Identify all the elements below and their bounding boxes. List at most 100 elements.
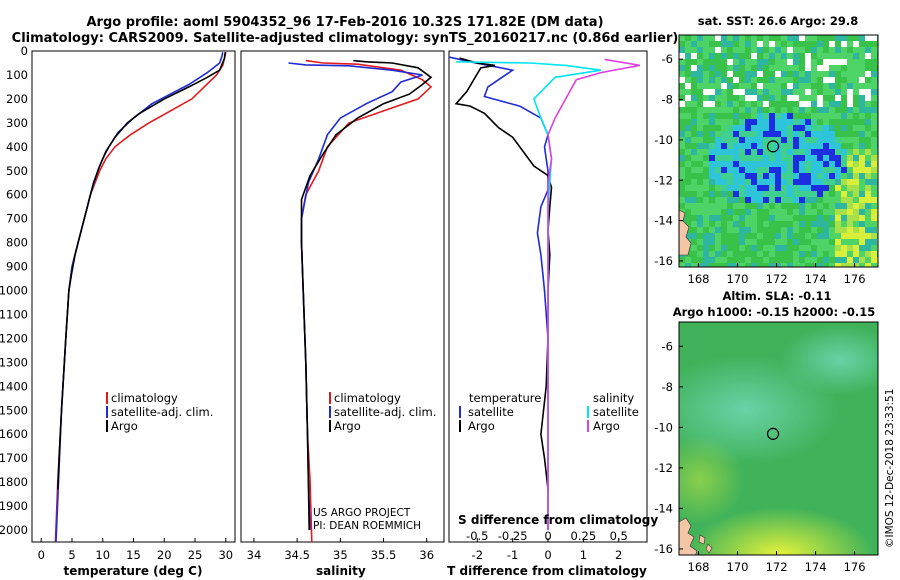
sst-cell [751, 155, 757, 161]
sst-cell [757, 179, 763, 185]
sst-cell [853, 47, 859, 53]
sst-cell [817, 167, 823, 173]
sst-cell [709, 143, 715, 149]
sst-cell [739, 251, 745, 257]
sst-cell [799, 185, 805, 191]
sst-cell [781, 161, 787, 167]
sst-cell [775, 53, 781, 59]
sst-cell [727, 173, 733, 179]
sst-cell [745, 65, 751, 71]
sst-cell [805, 71, 811, 77]
sst-cell [811, 149, 817, 155]
sst-cell [793, 185, 799, 191]
s-tick-label: 0.25 [571, 529, 597, 543]
sst-cell [859, 59, 865, 65]
sst-cell [703, 161, 709, 167]
sst-cell [859, 113, 865, 119]
sst-cell [799, 95, 805, 101]
sst-cell [721, 95, 727, 101]
sst-cell [859, 95, 865, 101]
sst-cell [745, 191, 751, 197]
sla-map-panel: Altim. SLA: -0.11 Argo h1000: -0.15 h200… [654, 289, 879, 574]
sst-cell [793, 95, 799, 101]
sst-cell [703, 131, 709, 137]
sst-cell [697, 71, 703, 77]
sst-cell [733, 137, 739, 143]
sst-cell [817, 161, 823, 167]
sst-cell [691, 209, 697, 215]
sst-cell [769, 173, 775, 179]
depth-tick-label: 1400 [0, 379, 28, 393]
sst-cell [823, 113, 829, 119]
sst-cell [811, 161, 817, 167]
figure-title-line1: Argo profile: aoml 5904352_96 17-Feb-201… [86, 15, 603, 30]
land-vanuatu [679, 209, 692, 256]
sst-cell [751, 233, 757, 239]
sst-cell [823, 155, 829, 161]
sst-cell [745, 221, 751, 227]
sst-cell [799, 65, 805, 71]
sst-cell [703, 65, 709, 71]
sst-cell [817, 155, 823, 161]
sst-cell [739, 257, 745, 263]
sst-cell [685, 191, 691, 197]
x-tick-label: -2 [472, 548, 483, 562]
sst-cell [841, 83, 847, 89]
sst-cell [697, 95, 703, 101]
sst-cell [733, 41, 739, 47]
sst-cell [757, 155, 763, 161]
sst-cell [823, 59, 829, 65]
sst-cell [703, 59, 709, 65]
sst-cell [811, 113, 817, 119]
sst-cell [679, 155, 685, 161]
sst-cell [739, 221, 745, 227]
sst-cell [757, 203, 763, 209]
sst-cell [829, 143, 835, 149]
sst-cell [691, 35, 697, 41]
sst-cell [733, 191, 739, 197]
sst-cell [841, 185, 847, 191]
sst-cell [715, 47, 721, 53]
depth-tick-label: 1700 [0, 451, 28, 465]
sst-cell [787, 137, 793, 143]
sst-cell [829, 41, 835, 47]
sst-cell [859, 149, 865, 155]
sst-cell [739, 113, 745, 119]
pi-annotation: PI: DEAN ROEMMICH [313, 520, 421, 532]
sst-cell [775, 221, 781, 227]
sst-cell [715, 71, 721, 77]
sst-cell [709, 197, 715, 203]
sst-cell [841, 59, 847, 65]
sst-cell [847, 167, 853, 173]
sst-cell [727, 71, 733, 77]
sst-cell [709, 101, 715, 107]
sst-cell [781, 257, 787, 263]
sst-cell [817, 95, 823, 101]
sst-cell [793, 227, 799, 233]
sst-cell [703, 245, 709, 251]
sst-cell [871, 203, 877, 209]
sst-cell [703, 95, 709, 101]
sst-cell [871, 47, 877, 53]
sst-cell [715, 41, 721, 47]
sst-cell [799, 191, 805, 197]
sst-cell [823, 233, 829, 239]
sst-cell [703, 137, 709, 143]
sst-cell [847, 65, 853, 71]
sst-cell [739, 35, 745, 41]
sst-cell [781, 167, 787, 173]
sst-cell [823, 95, 829, 101]
x-tick-label: 20 [157, 548, 172, 562]
sst-cell [835, 149, 841, 155]
sst-cell [799, 47, 805, 53]
sst-cell [787, 197, 793, 203]
sst-cell [793, 119, 799, 125]
sst-cell [775, 233, 781, 239]
sst-cell [775, 137, 781, 143]
sst-cell [703, 77, 709, 83]
sst-cell [781, 215, 787, 221]
sst-cell [829, 59, 835, 65]
sst-cell [787, 149, 793, 155]
sst-cell [835, 95, 841, 101]
sst-cell [757, 149, 763, 155]
